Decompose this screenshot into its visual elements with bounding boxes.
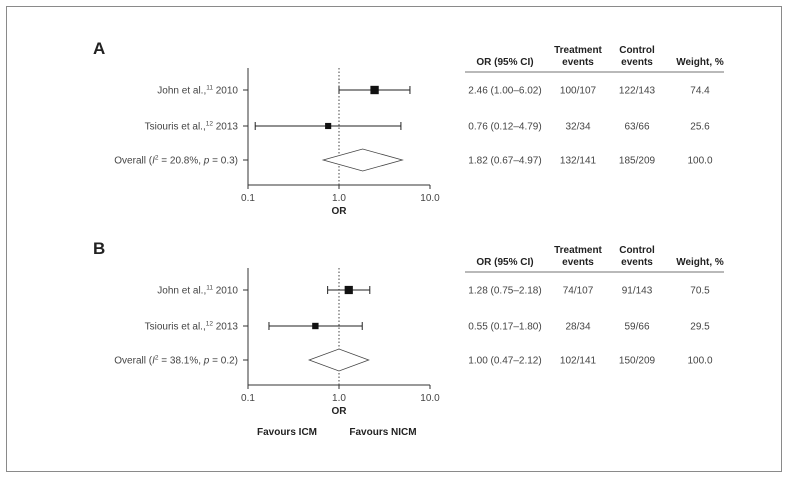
overall-text: = 38.1%, <box>158 356 203 367</box>
treatment-events-cell: 74/107 <box>563 286 594 297</box>
study-name: John et al., <box>157 286 206 297</box>
header-treatment: events <box>562 257 594 268</box>
overall-sup: 2 <box>155 355 159 362</box>
header-control: Control <box>619 245 655 256</box>
study-name: Tsiouris et al., <box>145 322 206 333</box>
or-ci-cell: 0.55 (0.17–1.80) <box>468 322 541 333</box>
overall-i: I <box>152 356 155 367</box>
favours-right-label: Favours NICM <box>349 427 416 438</box>
weight-cell: 74.4 <box>690 86 710 97</box>
treatment-events-cell: 32/34 <box>565 122 590 133</box>
study-name: John et al., <box>157 86 206 97</box>
overall-text: = 20.8%, <box>158 156 203 167</box>
overall-label: Overall (I2 = 20.8%, p = 0.3) <box>114 155 238 167</box>
overall-label: Overall (I2 = 38.1%, p = 0.2) <box>114 355 238 367</box>
point-estimate-square <box>370 85 379 95</box>
point-estimate-square <box>325 122 332 130</box>
study-label: Tsiouris et al.,12 2013 <box>145 321 239 333</box>
header-weight: Weight, % <box>676 57 724 68</box>
control-events-cell: 150/209 <box>619 356 656 367</box>
weight-cell: 70.5 <box>690 286 710 297</box>
control-events-cell: 91/143 <box>622 286 653 297</box>
header-control: events <box>621 57 653 68</box>
x-tick-label: 1.0 <box>332 393 346 404</box>
overall-i: I <box>152 156 155 167</box>
control-events-cell: 63/66 <box>624 122 649 133</box>
treatment-events-cell: 132/141 <box>560 156 597 167</box>
study-ref: 11 <box>206 285 213 292</box>
header-treatment: Treatment <box>554 245 602 256</box>
control-events-cell: 185/209 <box>619 156 656 167</box>
panel-letter: B <box>93 239 105 258</box>
or-ci-cell: 1.82 (0.67–4.97) <box>468 156 541 167</box>
x-axis-title: OR <box>332 206 348 217</box>
header-or-ci: OR (95% CI) <box>476 257 533 268</box>
treatment-events-cell: 100/107 <box>560 86 597 97</box>
study-label: Tsiouris et al.,12 2013 <box>145 121 239 133</box>
study-year: 2010 <box>213 286 238 297</box>
or-ci-cell: 1.00 (0.47–2.12) <box>468 356 541 367</box>
study-label: John et al.,11 2010 <box>157 285 238 297</box>
point-estimate-square <box>344 285 353 295</box>
header-treatment: Treatment <box>554 45 602 56</box>
weight-cell: 100.0 <box>687 356 712 367</box>
overall-text: = 0.2) <box>209 356 238 367</box>
panel-letter: A <box>93 39 105 58</box>
overall-diamond <box>321 148 404 172</box>
control-events-cell: 122/143 <box>619 86 656 97</box>
header-or-ci: OR (95% CI) <box>476 57 533 68</box>
overall-p: p <box>203 356 210 367</box>
header-control: events <box>621 257 653 268</box>
or-ci-cell: 1.28 (0.75–2.18) <box>468 286 541 297</box>
favours-left-label: Favours ICM <box>257 427 317 438</box>
weight-cell: 100.0 <box>687 156 712 167</box>
weight-cell: 29.5 <box>690 322 710 333</box>
x-tick-label: 0.1 <box>241 393 255 404</box>
study-name: Tsiouris et al., <box>145 122 206 133</box>
x-tick-label: 1.0 <box>332 193 346 204</box>
panel-b: B 0.1 1.0 10.0 OR John et al.,11 2010 1.28 (0.… <box>93 239 724 438</box>
overall-text: Overall ( <box>114 356 152 367</box>
figure-frame <box>6 6 782 472</box>
panel-a: A 0.1 1.0 10.0 OR John et al.,11 2010 2.46 (1.… <box>93 39 724 217</box>
point-estimate-square <box>312 322 319 330</box>
x-tick-label: 0.1 <box>241 193 255 204</box>
overall-text: Overall ( <box>114 156 152 167</box>
header-control: Control <box>619 45 655 56</box>
x-tick-label: 10.0 <box>420 393 440 404</box>
treatment-events-cell: 28/34 <box>565 322 590 333</box>
overall-diamond <box>308 348 370 372</box>
overall-p: p <box>203 156 210 167</box>
header-treatment: events <box>562 57 594 68</box>
header-weight: Weight, % <box>676 257 724 268</box>
control-events-cell: 59/66 <box>624 322 649 333</box>
overall-sup: 2 <box>155 155 159 162</box>
study-year: 2010 <box>213 86 238 97</box>
treatment-events-cell: 102/141 <box>560 356 597 367</box>
x-axis-title: OR <box>332 406 348 417</box>
study-ref: 12 <box>206 121 214 128</box>
study-year: 2013 <box>213 122 238 133</box>
or-ci-cell: 0.76 (0.12–4.79) <box>468 122 541 133</box>
x-tick-label: 10.0 <box>420 193 440 204</box>
overall-text: = 0.3) <box>209 156 238 167</box>
study-label: John et al.,11 2010 <box>157 85 238 97</box>
study-ref: 11 <box>206 85 213 92</box>
study-ref: 12 <box>206 321 214 328</box>
or-ci-cell: 2.46 (1.00–6.02) <box>468 86 541 97</box>
study-year: 2013 <box>213 322 238 333</box>
weight-cell: 25.6 <box>690 122 710 133</box>
